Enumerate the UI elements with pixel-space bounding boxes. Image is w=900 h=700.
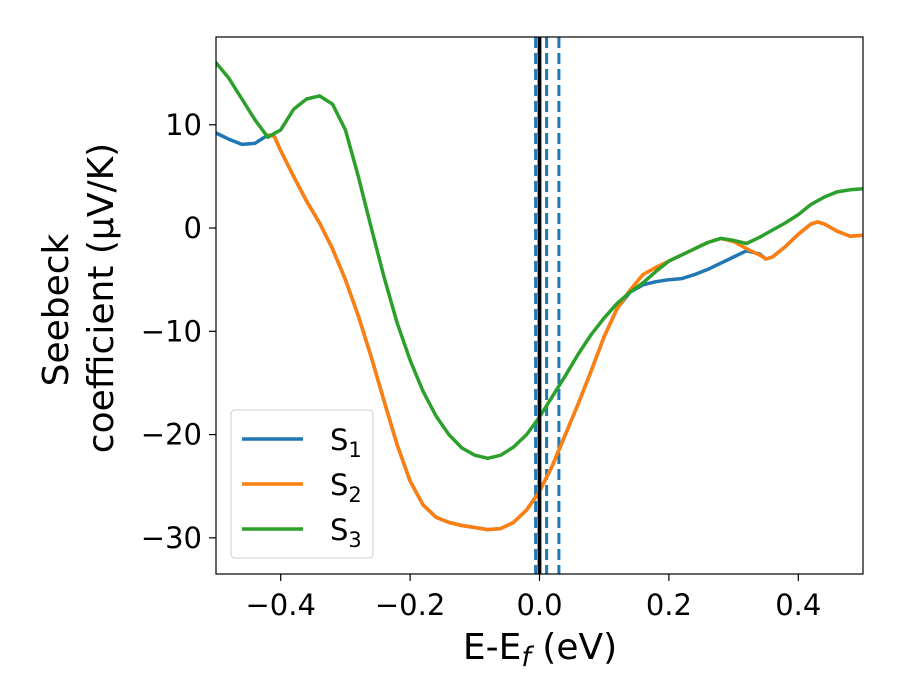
y-tick-label: 0 (184, 211, 202, 245)
x-axis-label: E-Ef (eV) (463, 627, 617, 673)
y-axis-label-line1: Seebeck (36, 233, 77, 386)
legend-label-s1: S1 (330, 423, 362, 462)
series-line-s2 (266, 133, 863, 532)
y-tick-label: −30 (141, 521, 202, 555)
x-tick-label: −0.2 (375, 588, 445, 622)
x-tick-label: 0.4 (775, 588, 821, 622)
y-tick-label: −20 (141, 418, 202, 452)
y-axis-ticks: 10 0 −10 −20 −30 (141, 108, 216, 555)
legend-label-s2: S2 (330, 468, 362, 507)
y-tick-label: 10 (165, 108, 202, 142)
y-axis-label-line2: coefficient (μV/K) (81, 143, 122, 453)
legend-label-s3: S3 (330, 513, 362, 552)
x-tick-label: 0.2 (646, 588, 692, 622)
series-lines (216, 37, 863, 574)
y-tick-label: −10 (141, 314, 202, 348)
legend: S1 S2 S3 (230, 409, 374, 559)
x-tick-label: −0.4 (245, 588, 315, 622)
x-tick-label: 0.0 (516, 588, 562, 622)
x-axis-ticks: −0.4 −0.2 0.0 0.2 0.4 (245, 574, 821, 622)
